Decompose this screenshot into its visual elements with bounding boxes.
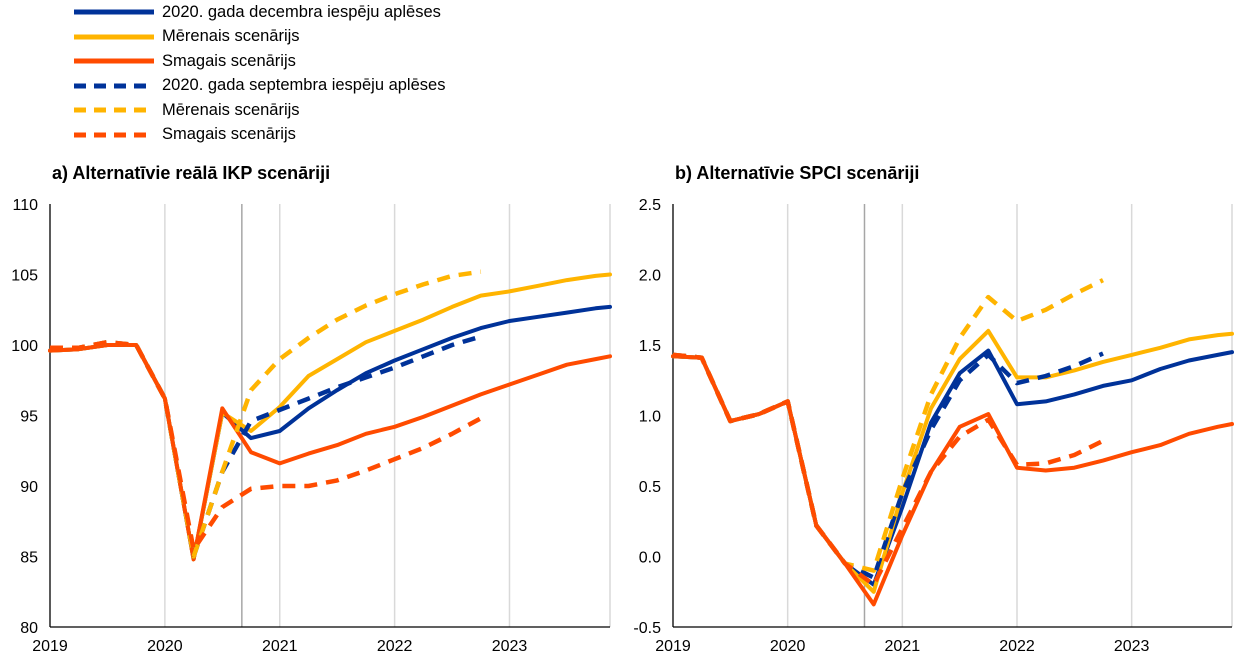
- legend-item: 2020. gada decembra iespēju aplēses: [72, 0, 445, 25]
- series-line: [671, 348, 1234, 587]
- series-line: [48, 343, 612, 562]
- y-tick-label: 1.5: [639, 338, 661, 355]
- x-tick-label: 2023: [492, 638, 528, 655]
- legend-label: Mērenais scenārijs: [162, 27, 300, 46]
- legend-item: Mērenais scenārijs: [72, 98, 445, 123]
- y-tick-label: 85: [20, 550, 38, 567]
- legend-swatch: [74, 34, 154, 40]
- legend-item: Smagais scenārijs: [72, 123, 445, 148]
- legend-swatch: [74, 58, 154, 64]
- chart-b: -0.5 0.0 0.5 1.0 1.5 2.0 2.5 2019 2020 2021 2022 20…: [633, 197, 1234, 655]
- x-tick-label: 2020: [147, 638, 183, 655]
- legend-item: Mērenais scenārijs: [72, 25, 445, 50]
- legend-item: 2020. gada septembra iespēju aplēses: [72, 74, 445, 99]
- series-line: [50, 334, 482, 559]
- y-tick-label: 95: [20, 409, 38, 426]
- legend-label: 2020. gada septembra iespēju aplēses: [162, 76, 446, 95]
- legend-label: Smagais scenārijs: [162, 51, 296, 70]
- legend-swatch: [74, 83, 154, 89]
- y-tick-label: 90: [20, 479, 38, 496]
- legend-swatch: [74, 107, 154, 113]
- legend-label: Smagais scenārijs: [162, 125, 296, 144]
- x-tick-label: 2022: [999, 638, 1035, 655]
- x-tick-label: 2020: [770, 638, 806, 655]
- y-tick-label: 0.0: [639, 550, 661, 567]
- y-tick-label: 110: [12, 197, 38, 214]
- series-line: [672, 352, 1104, 587]
- legend-swatch: [74, 9, 154, 15]
- legend-swatch: [74, 132, 154, 138]
- y-tick-label: 100: [11, 338, 38, 355]
- chart-b-title: b) Alternatīvie SPCI scenāriji: [675, 163, 920, 183]
- y-tick-label: 2.0: [639, 268, 661, 285]
- series-line: [671, 328, 1234, 594]
- y-tick-label: -0.5: [633, 620, 661, 637]
- y-tick-label: 1.0: [639, 409, 661, 426]
- series-line: [671, 354, 1234, 607]
- x-tick-label: 2021: [885, 638, 921, 655]
- x-tick-label: 2022: [377, 638, 413, 655]
- y-tick-label: 80: [20, 620, 38, 637]
- series-line: [50, 339, 482, 552]
- y-tick-label: 2.5: [639, 197, 661, 214]
- legend-label: Mērenais scenārijs: [162, 100, 300, 119]
- chart-a-title: a) Alternatīvie reālā IKP scenāriji: [52, 163, 331, 183]
- y-tick-label: 105: [11, 268, 38, 285]
- x-tick-label: 2019: [32, 638, 68, 655]
- x-tick-label: 2023: [1114, 638, 1150, 655]
- legend: 2020. gada decembra iespēju aplēses Mēren…: [72, 0, 445, 147]
- chart-a: 80 85 90 95 100 105 110 2019 2020 2021 2022 2023: [11, 197, 612, 655]
- legend-item: Smagais scenārijs: [72, 49, 445, 74]
- legend-label: 2020. gada decembra iespēju aplēses: [162, 2, 441, 21]
- x-tick-label: 2019: [655, 638, 691, 655]
- series-line: [672, 278, 1104, 573]
- y-tick-label: 0.5: [639, 479, 661, 496]
- x-tick-label: 2021: [262, 638, 298, 655]
